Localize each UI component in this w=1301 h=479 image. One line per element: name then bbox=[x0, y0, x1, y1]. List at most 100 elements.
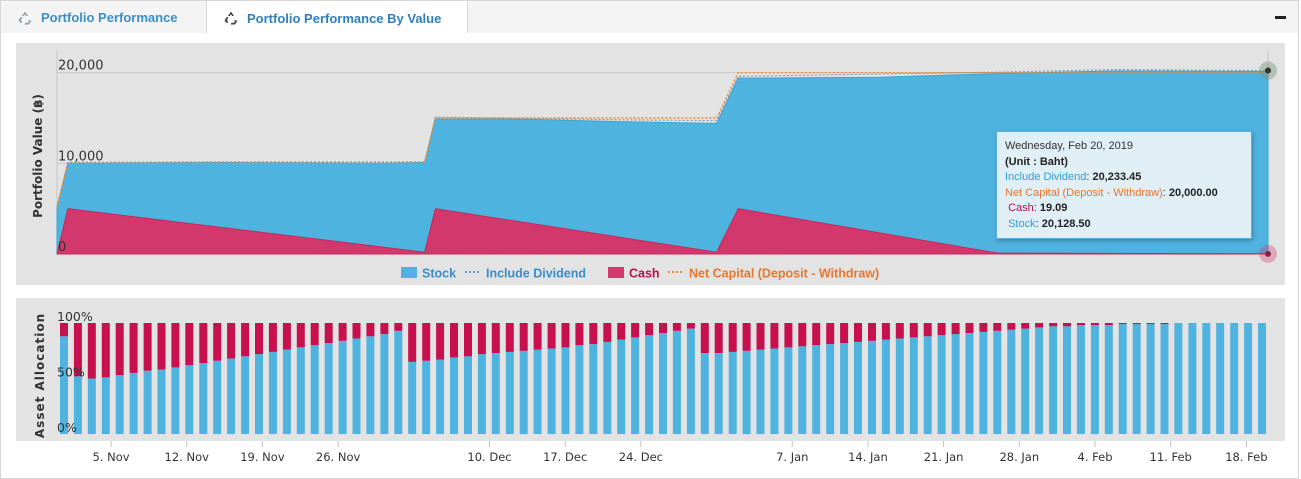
bar-cash bbox=[352, 323, 361, 339]
bar-stock bbox=[951, 334, 960, 434]
bar-cash bbox=[631, 323, 640, 338]
bar-stock bbox=[923, 336, 932, 434]
xtick-label: 19. Nov bbox=[240, 450, 285, 464]
bar-stock bbox=[728, 351, 737, 434]
bar-cash bbox=[1104, 323, 1113, 326]
bar-stock bbox=[268, 351, 277, 434]
bar-stock bbox=[1160, 324, 1169, 434]
bar-cash bbox=[241, 323, 250, 357]
bar-cash bbox=[589, 323, 598, 345]
bar-stock bbox=[909, 337, 918, 434]
bar-cash bbox=[505, 323, 514, 352]
bar-stock bbox=[672, 330, 681, 434]
bar-stock bbox=[1035, 327, 1044, 434]
xtick-label: 4. Feb bbox=[1078, 450, 1113, 464]
bar-cash bbox=[840, 323, 849, 343]
collapse-button[interactable] bbox=[1270, 5, 1290, 29]
bar-cash bbox=[185, 323, 194, 366]
tab-portfolio-performance[interactable]: Portfolio Performance bbox=[1, 1, 206, 34]
bar-cash bbox=[1035, 323, 1044, 328]
bar-stock bbox=[143, 370, 152, 434]
tooltip-unit: (Unit : Baht) bbox=[1005, 155, 1068, 168]
bar-cash bbox=[282, 323, 291, 350]
bar-cash bbox=[603, 323, 612, 342]
bar-cash bbox=[101, 323, 110, 378]
bar-stock bbox=[1118, 324, 1127, 434]
bar-cash bbox=[324, 323, 333, 343]
legend-item: Include Dividend bbox=[486, 267, 586, 281]
bar-cash bbox=[798, 323, 807, 347]
bar-cash bbox=[868, 323, 876, 341]
bar-stock bbox=[1258, 323, 1266, 434]
bar-cash bbox=[965, 323, 974, 333]
bar-stock bbox=[840, 343, 849, 434]
hover-marker-include-dividend bbox=[1265, 67, 1271, 74]
bar-cash bbox=[645, 323, 654, 336]
bar-cash bbox=[575, 323, 584, 346]
bar-stock bbox=[1021, 328, 1030, 434]
bar-cash bbox=[533, 323, 542, 350]
bar-cash bbox=[268, 323, 277, 352]
bar-stock bbox=[115, 375, 124, 434]
bar-cash bbox=[477, 323, 486, 355]
xtick-label: 5. Nov bbox=[93, 450, 130, 464]
bar-stock bbox=[756, 349, 765, 434]
bar-stock bbox=[1104, 325, 1113, 434]
tooltip-value-cash: 19.09 bbox=[1039, 202, 1068, 214]
tab-portfolio-performance-by-value[interactable]: Portfolio Performance By Value bbox=[206, 1, 468, 35]
bar-cash bbox=[171, 323, 180, 368]
bar-cash bbox=[993, 323, 1002, 331]
bar-stock bbox=[408, 361, 417, 434]
allocation-axis-title: Asset Allocation bbox=[33, 313, 47, 438]
bar-stock bbox=[171, 367, 180, 434]
bar-cash bbox=[895, 323, 904, 339]
bar-stock bbox=[1007, 329, 1016, 434]
bar-cash bbox=[60, 323, 68, 337]
legend-item: Net Capital (Deposit - Withdraw) bbox=[689, 267, 879, 281]
bar-stock bbox=[352, 338, 361, 434]
bar-stock bbox=[979, 331, 988, 434]
bar-cash bbox=[422, 323, 431, 361]
bar-stock bbox=[87, 378, 96, 434]
bar-cash bbox=[87, 323, 96, 379]
bar-cash bbox=[1063, 323, 1071, 327]
bar-stock bbox=[1174, 323, 1183, 434]
bar-stock bbox=[129, 372, 138, 434]
bar-stock bbox=[1132, 324, 1141, 434]
bar-cash bbox=[380, 323, 389, 335]
bar-cash bbox=[923, 323, 932, 337]
legend-swatch bbox=[608, 267, 624, 278]
bar-cash bbox=[812, 323, 821, 346]
bar-stock bbox=[450, 357, 458, 434]
bar-cash bbox=[1146, 323, 1155, 325]
bar-stock bbox=[868, 340, 876, 434]
bar-stock bbox=[881, 339, 890, 434]
bar-cash bbox=[756, 323, 765, 350]
xtick-label: 26. Nov bbox=[316, 450, 361, 464]
bar-stock bbox=[1216, 323, 1225, 434]
allocation-ytick-label: 50% bbox=[57, 365, 85, 380]
xtick-label: 14. Jan bbox=[848, 450, 888, 464]
bar-stock bbox=[993, 330, 1002, 434]
bar-stock bbox=[533, 349, 542, 434]
bar-stock bbox=[241, 356, 250, 434]
bar-stock bbox=[1188, 323, 1197, 434]
tooltip-label-cash: Cash bbox=[1008, 202, 1034, 214]
xtick-label: 18. Feb bbox=[1225, 450, 1267, 464]
bar-stock bbox=[659, 333, 667, 434]
bar-stock bbox=[101, 377, 110, 434]
bar-stock bbox=[73, 376, 82, 434]
bar-stock bbox=[1090, 325, 1099, 434]
bar-stock bbox=[366, 336, 375, 434]
tooltip-date: Wednesday, Feb 20, 2019 bbox=[1005, 140, 1134, 152]
tooltip-value-net-capital: 20,000.00 bbox=[1168, 186, 1218, 199]
bar-stock bbox=[575, 345, 584, 434]
bar-stock bbox=[714, 353, 723, 434]
bar-stock bbox=[1076, 325, 1085, 434]
bar-cash bbox=[937, 323, 946, 336]
bar-stock bbox=[324, 343, 333, 434]
xtick-label: 24. Dec bbox=[619, 450, 663, 464]
bar-stock bbox=[491, 353, 500, 434]
xtick-label: 21. Jan bbox=[924, 450, 964, 464]
